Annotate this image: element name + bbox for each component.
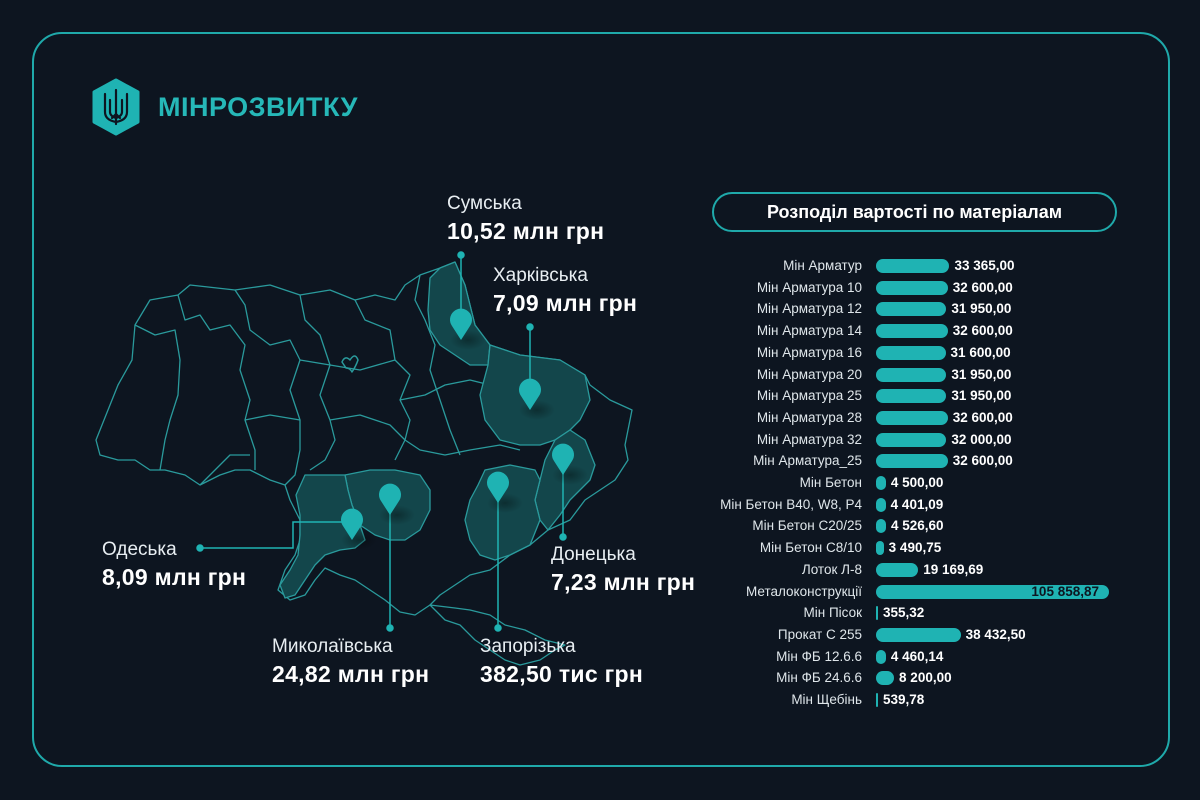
- leader-dot-kharkivska: [526, 323, 534, 331]
- region-value: 7,09 млн грн: [493, 290, 638, 316]
- country-outline: [95, 261, 633, 616]
- leader-dot-sumska: [457, 251, 465, 259]
- oblast-border: [234, 289, 301, 486]
- leader-dot-mykolaivska: [386, 624, 394, 632]
- oblast-border: [177, 294, 256, 470]
- chart-title: Розподіл вартості по матеріалам: [712, 192, 1117, 232]
- leader-dot-odeska: [196, 544, 204, 552]
- region-label-odeska: Одеська 8,09 млн грн: [102, 538, 246, 592]
- oblast-border: [244, 414, 301, 421]
- oblast-border: [354, 299, 411, 461]
- region-label-kharkivska: Харківська 7,09 млн грн: [493, 264, 637, 318]
- map-pin-icon: [487, 471, 523, 513]
- region-name: Миколаївська: [272, 636, 393, 657]
- oblast-border: [329, 414, 521, 456]
- ministry-name: МІНРОЗВИТКУ: [158, 91, 358, 122]
- leader-dot-zaporizka: [494, 624, 502, 632]
- leader-dot-donetska: [559, 533, 567, 541]
- map-pin-icon: [341, 508, 377, 550]
- region-odeska: [279, 474, 366, 599]
- region-value: 10,52 млн грн: [447, 218, 605, 244]
- map-pin-icon: [519, 378, 555, 420]
- region-label-donetska: Донецька 7,23 млн грн: [551, 543, 695, 597]
- oblast-border: [399, 379, 491, 401]
- kyiv-city: [341, 355, 359, 373]
- ministry-logo: МІНРОЗВИТКУ: [90, 78, 358, 136]
- oblast-border: [299, 294, 336, 471]
- region-value: 8,09 млн грн: [102, 564, 247, 590]
- region-name: Донецька: [551, 544, 636, 565]
- oblast-border: [199, 454, 250, 486]
- map-pin-icon: [551, 443, 588, 485]
- map-pin-icon: [450, 308, 486, 350]
- region-label-mykolaivska: Миколаївська 24,82 млн грн: [272, 635, 429, 689]
- region-label-sumska: Сумська 10,52 млн грн: [447, 192, 604, 246]
- content-frame: [32, 32, 1170, 767]
- region-name: Запорізька: [480, 636, 576, 657]
- oblast-border: [414, 274, 461, 456]
- region-name: Одеська: [102, 539, 177, 560]
- region-value: 382,50 тис грн: [480, 661, 644, 687]
- region-value: 24,82 млн грн: [272, 661, 430, 687]
- region-label-zaporizka: Запорізька 382,50 тис грн: [480, 635, 643, 689]
- region-name: Сумська: [447, 193, 522, 214]
- map-pin-icon: [379, 483, 415, 525]
- trident-emblem-icon: [92, 78, 140, 136]
- leader-line-odeska: [200, 521, 345, 549]
- region-value: 7,23 млн грн: [551, 569, 696, 595]
- region-name: Харківська: [493, 265, 588, 286]
- crimea-outline: [429, 604, 566, 666]
- oblast-border: [134, 324, 181, 471]
